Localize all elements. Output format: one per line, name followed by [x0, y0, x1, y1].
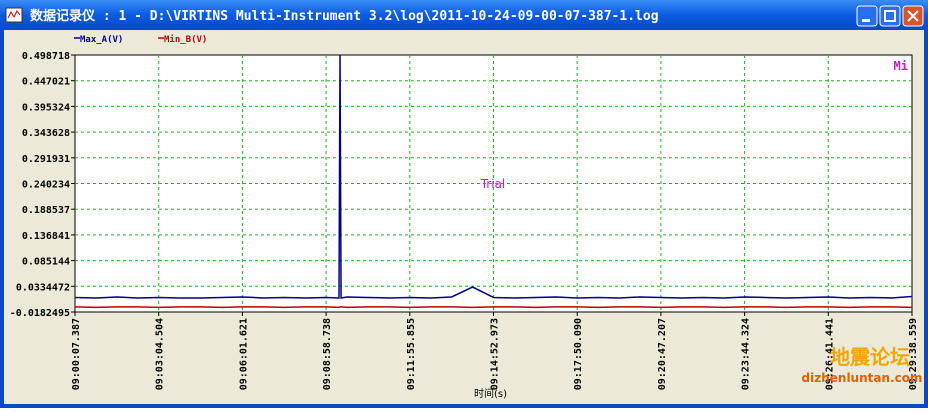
- y-tick-label: 0.447021: [22, 77, 70, 88]
- annotation: Trial: [480, 177, 506, 191]
- window-title: 数据记录仪 : 1 - D:\VIRTINS Multi-Instrument …: [30, 8, 659, 24]
- x-tick-label: 09:00:07.387: [71, 318, 82, 390]
- y-tick-label: 0.240234: [22, 180, 70, 191]
- y-tick-label: 0.498718: [22, 51, 70, 62]
- x-tick-label: 09:08:58.738: [322, 318, 333, 390]
- x-tick-label: 09:03:04.504: [155, 318, 166, 390]
- legend-label: Max_A(V): [80, 35, 123, 45]
- minimize-icon: [862, 19, 870, 22]
- x-tick-label: 09:17:50.090: [573, 318, 584, 390]
- y-tick-label: 0.085144: [22, 257, 70, 268]
- x-tick-label: 09:11:55.855: [406, 318, 417, 390]
- watermark-url: dizhenluntan.com: [802, 371, 923, 385]
- y-tick-label: 0.0334472: [16, 282, 70, 293]
- y-tick-label: 0.395324: [22, 102, 70, 113]
- y-tick-label: 0.291931: [22, 154, 70, 165]
- y-tick-label: 0.343628: [22, 128, 70, 139]
- x-tick-label: 09:23:44.324: [741, 318, 752, 390]
- x-tick-label: 09:06:01.621: [238, 318, 249, 390]
- x-axis-title: 时间(s): [474, 387, 507, 400]
- y-tick-label: -0.0182495: [10, 308, 70, 319]
- y-tick-label: 0.136841: [22, 231, 70, 242]
- y-tick-label: 0.188537: [22, 205, 70, 216]
- x-tick-label: 09:14:52.973: [490, 318, 501, 390]
- x-tick-label: 09:20:47.207: [657, 318, 668, 390]
- watermark: 地震论坛: [830, 345, 910, 369]
- legend-label: Min_B(V): [164, 34, 207, 45]
- maximize-button[interactable]: [880, 6, 900, 26]
- corner-label: Mi: [894, 59, 908, 73]
- minimize-button[interactable]: [857, 6, 877, 26]
